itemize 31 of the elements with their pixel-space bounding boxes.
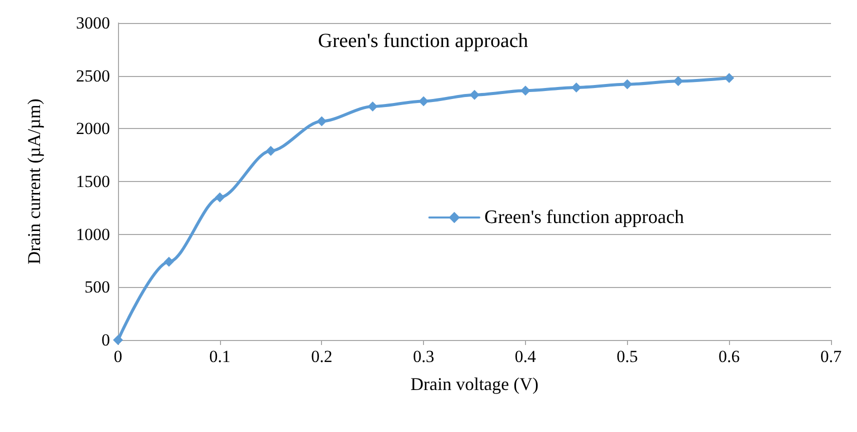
point: [164, 256, 174, 267]
x-tick-label: 0.7: [820, 347, 842, 366]
point: [214, 192, 225, 202]
x-tick-label: 0: [114, 347, 122, 366]
point: [724, 72, 734, 83]
legend-label: Green's function approach: [484, 207, 684, 228]
y-tick-label: 3000: [76, 14, 110, 32]
y-tick-label: 500: [84, 278, 110, 297]
y-tick-label: 1500: [76, 172, 110, 191]
point: [316, 116, 327, 126]
x-tick-label: 0.3: [412, 347, 434, 366]
point: [470, 90, 480, 100]
point: [368, 101, 378, 112]
x-tick-label: 0.2: [311, 347, 332, 366]
y-tick-label: 0: [102, 330, 110, 350]
chart-title: Green's function approach: [318, 30, 528, 52]
y-axis-title: Drain current (µA/µm): [24, 98, 44, 264]
x-tick-label: 0.6: [718, 347, 740, 366]
point: [520, 86, 530, 96]
y-tick-label: 1000: [76, 224, 110, 244]
y-tick-label: 2500: [76, 66, 110, 86]
point: [266, 146, 276, 156]
x-tick-label: 0.1: [209, 347, 230, 366]
x-axis-title: Drain voltage (V): [410, 374, 538, 394]
point: [673, 76, 684, 86]
point: [418, 96, 429, 106]
y-tick-label: 2000: [76, 119, 110, 138]
point: [622, 79, 632, 90]
x-tick-label: 0.5: [616, 347, 638, 366]
x-tick-label: 0.4: [514, 347, 537, 366]
point: [571, 82, 582, 92]
